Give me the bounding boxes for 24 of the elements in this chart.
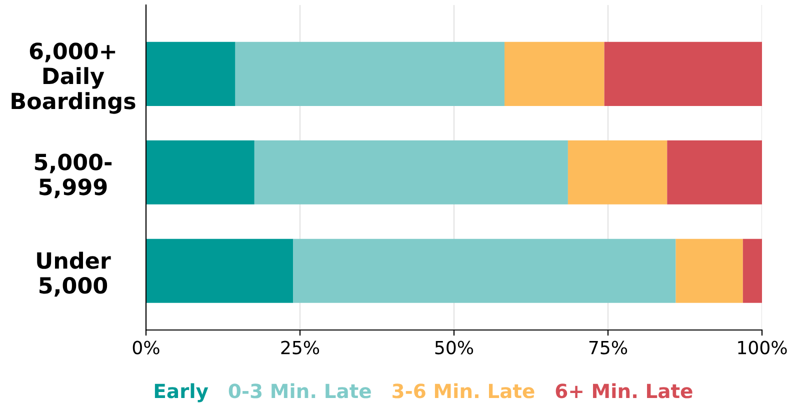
x-tick-label: 100% — [738, 340, 787, 354]
text: 0-3 Min. Late — [228, 383, 371, 398]
x-tick-label: 25% — [281, 340, 320, 354]
x-tick-label: 75% — [589, 340, 628, 354]
bar — [235, 42, 505, 106]
bar — [742, 238, 762, 303]
bar — [146, 42, 236, 106]
bar — [146, 238, 294, 303]
bar — [604, 42, 762, 106]
text: 6+ Min. Late — [556, 383, 692, 398]
bar — [667, 140, 762, 204]
bar — [676, 238, 743, 303]
x-tick-label: 0% — [132, 340, 160, 354]
y-tick-label: 6,000+ Daily Boardings — [12, 42, 136, 114]
bar — [293, 238, 676, 303]
text: Early — [154, 383, 208, 402]
y-tick-label: 5,000- 5,999 — [34, 154, 112, 198]
y-tick-label: Under 5,000 — [37, 252, 111, 297]
bar — [146, 140, 254, 204]
x-tick-label: 50% — [435, 340, 474, 354]
bar — [504, 42, 604, 106]
text: 3-6 Min. Late — [392, 383, 534, 398]
bar — [568, 140, 668, 204]
bar — [254, 140, 568, 204]
